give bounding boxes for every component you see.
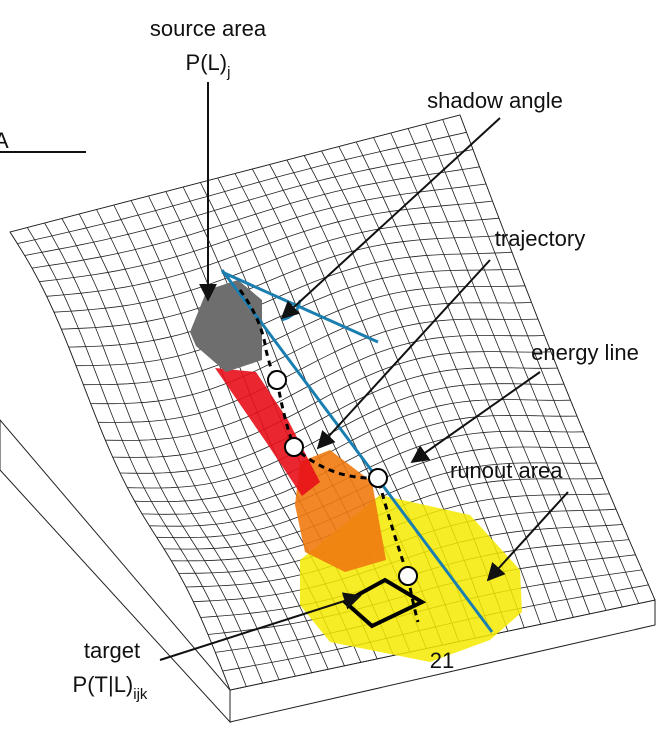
runout-area-label: runout area	[450, 458, 563, 483]
page-number: 21	[430, 648, 454, 673]
impact-point	[268, 371, 286, 389]
rockfall-diagram: A source area P(L)j shadow angle traject…	[0, 0, 667, 739]
source-area-label: source area	[150, 16, 267, 41]
prob-sub: j	[226, 64, 230, 81]
page: {"labels": {"corner_letter": "A", "sourc…	[0, 0, 667, 739]
trajectory-label: trajectory	[495, 226, 585, 251]
target-prob: P(T|L)ijk	[73, 672, 148, 703]
impact-point	[369, 469, 387, 487]
source-prob: P(L)j	[186, 50, 231, 81]
target-label: target	[84, 638, 140, 663]
corner-letter: A	[0, 128, 9, 153]
energy-line-label: energy line	[531, 340, 639, 365]
impact-point	[399, 567, 417, 585]
impact-point	[285, 438, 303, 456]
prob-sub: ijk	[133, 686, 148, 703]
shadow-angle-label: shadow angle	[427, 88, 563, 113]
prob: P(T|L)	[73, 672, 134, 697]
prob: P(L)	[186, 50, 228, 75]
